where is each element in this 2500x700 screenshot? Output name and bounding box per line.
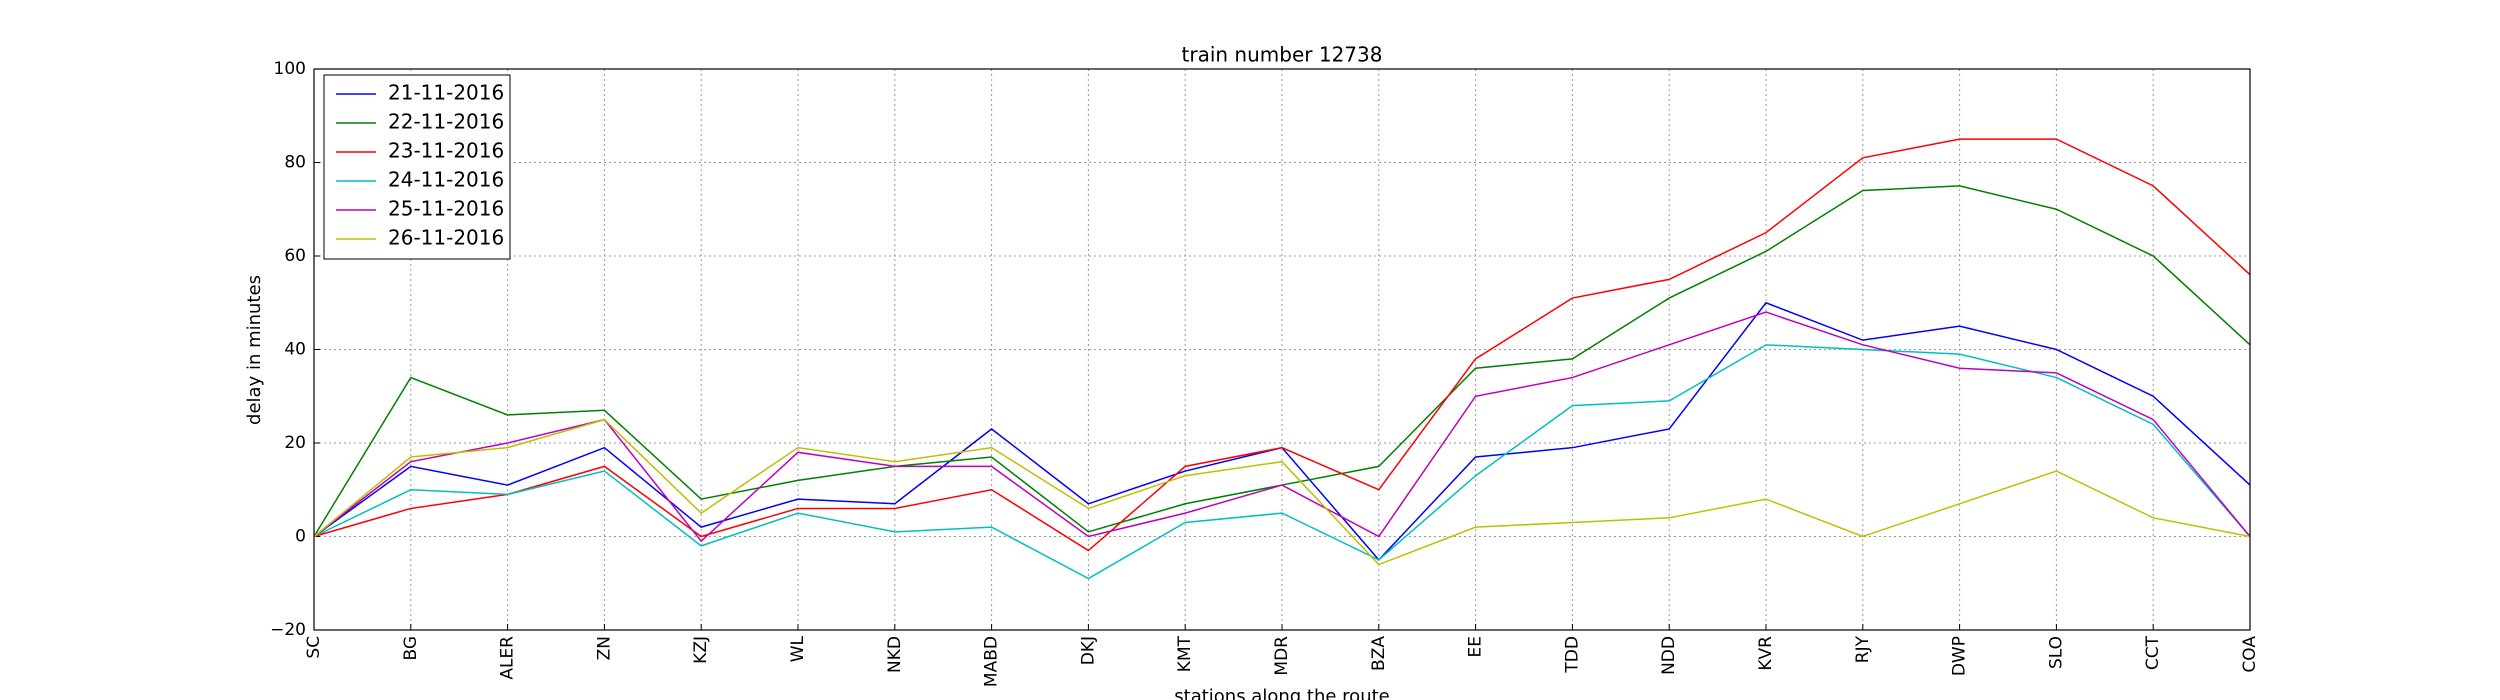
x-tick-label: BG <box>401 636 421 661</box>
x-tick-label: SLO <box>2046 636 2066 669</box>
x-tick-label: MABD <box>982 636 1002 687</box>
x-tick-label: COA <box>2240 636 2260 673</box>
x-tick-label: ALER <box>498 636 518 680</box>
y-tick-label: 0 <box>295 527 306 547</box>
legend-label: 25-11-2016 <box>388 197 504 221</box>
x-tick-label: TDD <box>1562 636 1582 674</box>
x-tick-label: RJY <box>1853 635 1873 663</box>
legend-label: 23-11-2016 <box>388 139 504 163</box>
y-tick-label: 20 <box>284 433 306 453</box>
x-tick-label: BZA <box>1369 636 1389 671</box>
x-tick-label: MDR <box>1272 636 1292 676</box>
y-tick-label: −20 <box>270 620 306 640</box>
x-tick-label: DKJ <box>1078 636 1098 665</box>
x-axis-label: stations along the route <box>1174 686 1389 700</box>
x-tick-label: SC <box>304 636 324 659</box>
legend-box <box>323 74 511 260</box>
series-line <box>313 311 2251 543</box>
y-axis-label: delay in minutes <box>244 275 265 425</box>
x-tick-label: DWP <box>1950 636 1970 676</box>
series-line <box>313 344 2251 580</box>
x-tick-label: KVR <box>1756 636 1776 671</box>
x-tick-label: KZJ <box>691 636 711 664</box>
legend-label: 24-11-2016 <box>388 168 504 192</box>
x-tick-label: NDD <box>1659 636 1679 675</box>
y-tick-label: 40 <box>284 340 306 360</box>
x-tick-label: WL <box>788 635 808 662</box>
series-line <box>313 418 2251 566</box>
x-tick-label: CCT <box>2143 635 2163 670</box>
legend-label: 21-11-2016 <box>388 81 504 105</box>
y-tick-label: 100 <box>274 59 306 79</box>
x-tick-label: NKD <box>885 636 905 673</box>
plot-frame <box>313 68 2251 631</box>
series-line <box>313 301 2251 561</box>
x-tick-label: ZN <box>594 636 614 660</box>
x-tick-label: KMT <box>1175 635 1195 672</box>
legend-label: 22-11-2016 <box>388 110 504 134</box>
y-tick-label: 80 <box>284 153 306 173</box>
legend-label: 26-11-2016 <box>388 226 504 250</box>
series-line <box>313 185 2251 537</box>
chart-title: train number 12738 <box>1182 43 1383 67</box>
x-tick-label: EE <box>1466 636 1486 657</box>
series-line <box>313 138 2251 552</box>
y-tick-label: 60 <box>284 246 306 266</box>
